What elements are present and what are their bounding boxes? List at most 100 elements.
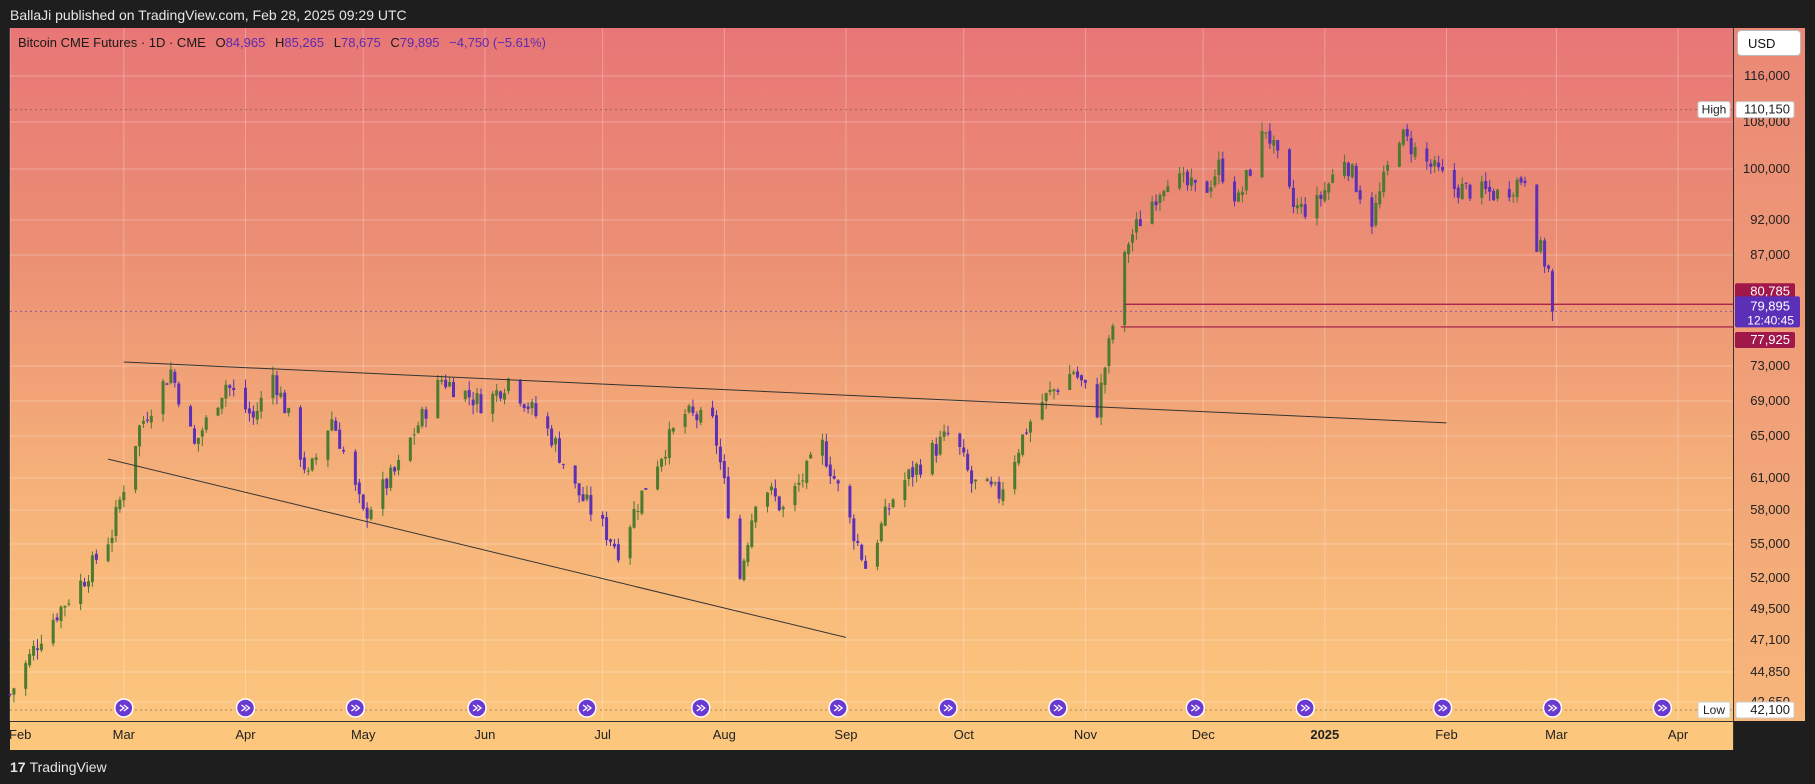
event-marker-icon[interactable] (577, 698, 597, 718)
candle-body (1523, 180, 1527, 184)
candle-body (1346, 162, 1350, 177)
low-label-box (1697, 701, 1731, 719)
candle-body (204, 417, 208, 430)
candle-body (420, 408, 424, 427)
candle-body (479, 394, 483, 414)
candle-body (361, 494, 365, 509)
candle-body (1460, 183, 1464, 200)
candle-body (887, 508, 891, 510)
trendline[interactable] (123, 361, 1447, 424)
event-marker-arrow (1657, 704, 1668, 712)
time-tick-label: Oct (954, 727, 975, 742)
price-axis-area[interactable] (1733, 28, 1805, 721)
event-marker-icon[interactable] (1295, 698, 1315, 718)
high-value: 85,265 (284, 35, 325, 50)
candle-body (463, 390, 467, 400)
candle-body (145, 419, 149, 421)
candle-body (1233, 181, 1237, 202)
candle-body (1068, 373, 1072, 390)
price-tick-label: 58,000 (1750, 502, 1790, 517)
candle-body (122, 492, 126, 501)
candle-body (1350, 164, 1354, 178)
candle-body (1547, 265, 1551, 269)
candle-body (1040, 401, 1044, 420)
tradingview-logo: 17 TradingView (10, 759, 107, 775)
candle-body (381, 479, 385, 509)
tradingview-logo-mark: 17 (10, 759, 26, 775)
price-tick-label: 87,000 (1750, 247, 1790, 262)
candle-body (828, 464, 832, 477)
candle-body (1193, 179, 1197, 183)
event-marker-icon[interactable] (1432, 698, 1453, 718)
event-marker-icon[interactable] (114, 698, 134, 718)
price-tick-label: 100,000 (1743, 161, 1790, 176)
candle-body (298, 407, 302, 460)
candle-body (1264, 132, 1268, 134)
candle-body (106, 544, 110, 562)
footer-bar: 17 TradingView (0, 750, 1815, 784)
candle-body (86, 581, 90, 587)
event-marker-icon[interactable] (1048, 698, 1068, 718)
candlestick-chart[interactable]: 42,65044,85047,10049,50052,00055,00058,0… (0, 0, 1815, 750)
candle-body (251, 411, 255, 418)
candle-body (334, 420, 338, 431)
candle-body (338, 429, 342, 449)
candle-body (39, 643, 43, 651)
price-tick-label: 73,000 (1750, 358, 1790, 373)
time-tick-label: Mar (113, 727, 136, 742)
candle-body (314, 457, 318, 460)
candle-body (750, 520, 754, 547)
event-marker-icon[interactable] (1185, 698, 1206, 718)
candle-body (1464, 182, 1468, 184)
candle-body (1401, 129, 1405, 145)
event-marker-icon[interactable] (235, 698, 256, 718)
candle-body (856, 541, 860, 543)
candle-body (1131, 234, 1135, 243)
event-marker-icon[interactable] (1652, 698, 1673, 718)
currency-button[interactable]: USD (1737, 30, 1801, 56)
trendline[interactable] (108, 458, 847, 638)
candle-body (1299, 203, 1303, 208)
event-marker-icon[interactable] (828, 698, 848, 718)
candle-body (393, 467, 397, 472)
candle-body (1107, 338, 1111, 366)
event-marker-arrow (350, 704, 361, 712)
candle-body (216, 407, 220, 416)
candle-body (94, 553, 98, 560)
time-axis[interactable] (10, 722, 1733, 750)
candle-body (141, 421, 145, 424)
event-marker-icon[interactable] (467, 698, 487, 718)
candle-body (722, 461, 726, 479)
event-marker-arrow (1548, 704, 1558, 712)
candle-body (220, 397, 224, 409)
candle-body (1492, 191, 1496, 201)
candle-body (1076, 371, 1080, 378)
low-value-box (1735, 701, 1795, 719)
candle-body (173, 371, 177, 383)
candle-body (915, 463, 919, 475)
candle-body (601, 515, 605, 519)
event-marker-icon[interactable] (691, 698, 711, 718)
candle-body (640, 490, 644, 514)
price-tick-label: 65,000 (1750, 428, 1790, 443)
close-value: 79,895 (399, 35, 440, 50)
candle-body (554, 438, 558, 445)
candle-body (1543, 240, 1547, 267)
event-marker-icon[interactable] (1542, 698, 1563, 718)
candle-body (754, 506, 758, 523)
plot-area[interactable] (10, 28, 1733, 721)
low-label: Low (1703, 703, 1725, 717)
low-value: 78,675 (340, 35, 381, 50)
price-tick-label: 52,000 (1750, 570, 1790, 585)
candle-body (110, 537, 114, 544)
level-price-text: 80,785 (1750, 283, 1790, 298)
event-marker-icon[interactable] (345, 698, 366, 718)
tradingview-logo-text: TradingView (29, 759, 107, 775)
candle-body (83, 582, 87, 587)
symbol-name: Bitcoin CME Futures · 1D · CME (18, 35, 206, 50)
time-tick-label: Feb (1435, 727, 1457, 742)
event-marker-icon[interactable] (938, 698, 958, 718)
candle-body (777, 496, 781, 511)
candle-body (1413, 147, 1417, 157)
candle-body (1123, 251, 1127, 326)
